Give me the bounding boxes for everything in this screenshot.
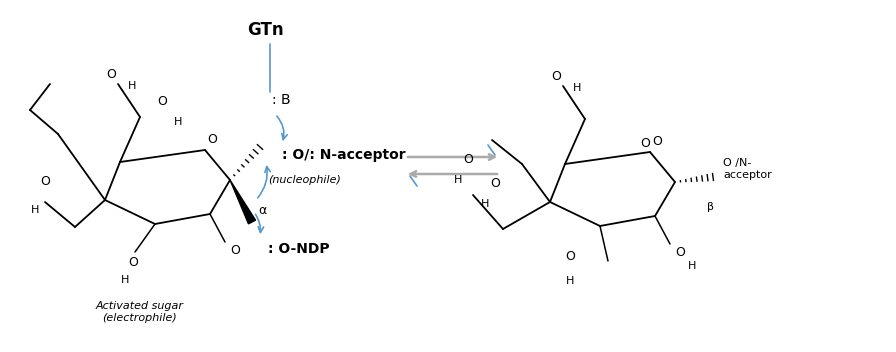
Text: O: O: [490, 177, 500, 190]
Text: O: O: [230, 244, 240, 257]
Text: O: O: [640, 138, 650, 151]
Text: H: H: [121, 275, 129, 285]
Text: O: O: [207, 133, 217, 146]
Text: α: α: [258, 203, 266, 216]
Text: O: O: [463, 153, 473, 166]
Text: Activated sugar
(electrophile): Activated sugar (electrophile): [96, 301, 184, 323]
Text: O: O: [551, 70, 561, 83]
Text: H: H: [565, 276, 574, 286]
FancyArrowPatch shape: [277, 116, 288, 139]
Text: β: β: [707, 202, 713, 212]
Text: H: H: [174, 117, 182, 127]
Text: O: O: [106, 69, 116, 82]
Polygon shape: [230, 180, 255, 224]
Text: H: H: [453, 175, 462, 185]
Text: (nucleophile): (nucleophile): [269, 175, 341, 185]
Text: GTn: GTn: [246, 21, 283, 39]
Text: H: H: [688, 261, 696, 271]
FancyArrowPatch shape: [258, 166, 271, 198]
Text: O /N-
acceptor: O /N- acceptor: [723, 158, 771, 180]
Text: : O/: N-acceptor: : O/: N-acceptor: [282, 148, 406, 162]
Text: H: H: [30, 205, 39, 215]
Text: H: H: [573, 83, 582, 93]
Text: O: O: [565, 250, 575, 263]
Text: O: O: [40, 176, 50, 189]
Text: H: H: [128, 81, 136, 91]
Text: O: O: [675, 245, 685, 258]
Text: H: H: [481, 199, 489, 209]
Text: : B: : B: [272, 93, 290, 107]
Text: O: O: [157, 95, 167, 108]
Text: O: O: [652, 136, 662, 149]
Text: O: O: [128, 256, 138, 269]
Text: : O-NDP: : O-NDP: [268, 242, 330, 256]
FancyArrowPatch shape: [255, 214, 263, 232]
